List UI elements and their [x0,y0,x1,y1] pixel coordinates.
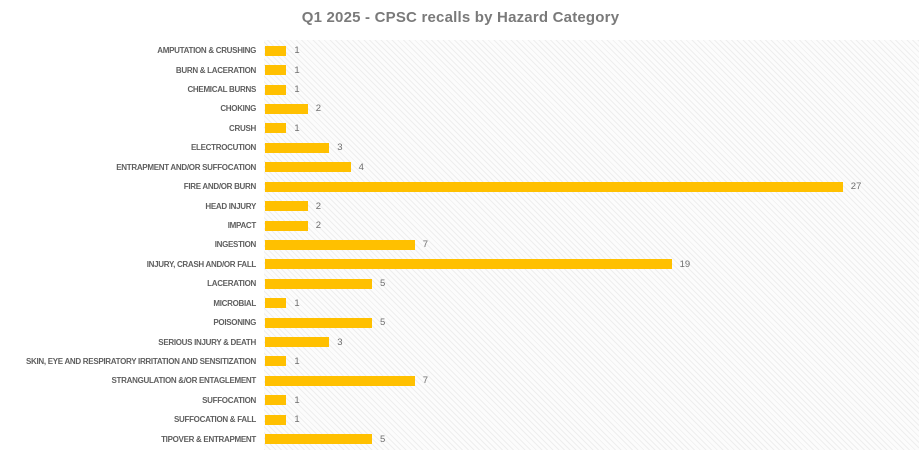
bar[interactable] [265,278,372,289]
bar[interactable] [265,356,287,367]
bar-row: CHEMICAL BURNS 1 [0,80,921,99]
bar-row: INJURY, CRASH AND/OR FALL 19 [0,255,921,274]
category-label: FIRE AND/OR BURN [183,182,257,192]
bar[interactable] [265,375,415,386]
value-label: 7 [422,239,429,251]
value-label: 2 [315,220,322,231]
category-label: ELECTROCUTION [191,143,256,153]
bar-row: BURN & LACERATION 1 [0,60,921,79]
bar-row: POISONING 5 [0,313,921,332]
bar[interactable] [265,123,287,134]
bar[interactable] [265,142,330,153]
bar-row: SKIN, EYE AND RESPIRATORY IRRITATION AND… [0,352,921,371]
value-label: 1 [294,45,300,57]
value-label: 5 [380,433,386,445]
value-label: 5 [380,317,386,329]
value-label: 3 [337,142,343,154]
bar[interactable] [265,201,308,212]
category-label: SERIOUS INJURY & DEATH [158,337,256,347]
value-label: 1 [294,394,300,406]
category-label: AMPUTATION & CRUSHING [157,46,256,56]
bar[interactable] [265,434,372,445]
bar[interactable] [265,337,330,348]
category-label: INJURY, CRASH AND/OR FALL [146,259,257,269]
value-label: 1 [294,122,300,134]
bar[interactable] [265,162,351,173]
category-label: SKIN, EYE AND RESPIRATORY IRRITATION AND… [25,356,256,366]
bar[interactable] [265,414,287,425]
bar-row: STRANGULATION &/OR ENTAGLEMENT 7 [0,371,921,390]
value-label: 27 [850,181,862,193]
bar[interactable] [265,181,843,192]
category-label: TIPOVER & ENTRAPMENT [161,434,256,444]
category-label: IMPACT [227,221,257,230]
category-label: BURN & LACERATION [175,65,256,75]
bar[interactable] [265,395,287,406]
value-label: 1 [294,297,300,309]
bar[interactable] [265,298,287,309]
bar-row: LACERATION 5 [0,274,921,293]
bar[interactable] [265,317,372,328]
bar[interactable] [265,220,308,231]
category-label: LACERATION [207,279,256,289]
bar[interactable] [265,259,672,270]
bar-row: AMPUTATION & CRUSHING 1 [0,41,921,60]
bar-row: ENTRAPMENT AND/OR SUFFOCATION 4 [0,158,921,177]
value-label: 19 [679,258,691,270]
value-label: 7 [422,375,429,387]
bar[interactable] [265,45,287,56]
value-label: 4 [358,161,364,173]
bar-row: SUFFOCATION & FALL 1 [0,410,921,429]
value-label: 5 [380,278,386,290]
chart-title: Q1 2025 - CPSC recalls by Hazard Categor… [301,9,620,26]
bar[interactable] [265,239,415,250]
value-label: 2 [315,200,322,212]
bar-row: MICROBIAL 1 [0,293,921,312]
category-label: INGESTION [214,240,257,250]
category-label: SUFFOCATION & FALL [174,415,256,425]
value-label: 3 [337,336,343,348]
bar-row: CRUSH 1 [0,119,921,138]
bar[interactable] [265,84,287,95]
category-label: ENTRAPMENT AND/OR SUFFOCATION [116,162,256,172]
category-label: CRUSH [229,123,256,133]
bar-row: ELECTROCUTION 3 [0,138,921,157]
bar-row: FIRE AND/OR BURN 27 [0,177,921,196]
bar[interactable] [265,65,287,76]
bar-row: TIPOVER & ENTRAPMENT 5 [0,429,921,448]
bar-row: CHOKING 2 [0,99,921,118]
bar-rows: AMPUTATION & CRUSHING 1 BURN & LACERATION 1… [0,41,921,449]
bar-row: HEAD INJURY 2 [0,196,921,215]
value-label: 2 [315,103,322,115]
bar-row: SUFFOCATION 1 [0,391,921,410]
value-label: 1 [294,84,300,96]
bar-row: IMPACT 2 [0,216,921,235]
value-label: 1 [294,414,300,426]
category-label: HEAD INJURY [205,201,256,211]
bar-row: INGESTION 7 [0,235,921,254]
category-label: SUFFOCATION [202,395,256,405]
category-label: CHOKING [220,104,256,114]
category-label: MICROBIAL [213,298,256,308]
category-label: POISONING [213,318,256,328]
bar[interactable] [265,103,308,114]
bar-row: SERIOUS INJURY & DEATH 3 [0,332,921,351]
value-label: 1 [294,64,300,76]
category-label: CHEMICAL BURNS [187,85,256,95]
category-label: STRANGULATION &/OR ENTAGLEMENT [111,376,257,386]
value-label: 1 [294,355,300,367]
